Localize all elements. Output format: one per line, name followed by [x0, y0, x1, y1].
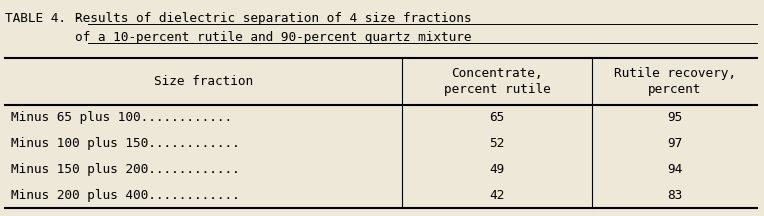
Text: Concentrate,: Concentrate, [452, 67, 542, 80]
Text: 52: 52 [490, 137, 505, 150]
Text: 65: 65 [490, 111, 505, 124]
Text: Minus 100 plus 150............: Minus 100 plus 150............ [11, 137, 240, 150]
Text: of a 10-percent rutile and 90-percent quartz mixture: of a 10-percent rutile and 90-percent qu… [75, 31, 471, 44]
Text: 97: 97 [667, 137, 682, 150]
Text: percent: percent [648, 83, 701, 96]
Text: 83: 83 [667, 189, 682, 202]
Text: TABLE 4. -: TABLE 4. - [5, 12, 89, 25]
Text: percent rutile: percent rutile [444, 83, 550, 96]
Text: Minus 65 plus 100............: Minus 65 plus 100............ [11, 111, 232, 124]
Text: Rutile recovery,: Rutile recovery, [613, 67, 736, 80]
Text: 42: 42 [490, 189, 505, 202]
Text: Size fraction: Size fraction [154, 75, 253, 88]
Text: Minus 150 plus 200............: Minus 150 plus 200............ [11, 163, 240, 176]
Text: 94: 94 [667, 163, 682, 176]
Text: Minus 200 plus 400............: Minus 200 plus 400............ [11, 189, 240, 202]
Text: 49: 49 [490, 163, 505, 176]
Text: 95: 95 [667, 111, 682, 124]
Text: Results of dielectric separation of 4 size fractions: Results of dielectric separation of 4 si… [75, 12, 471, 25]
